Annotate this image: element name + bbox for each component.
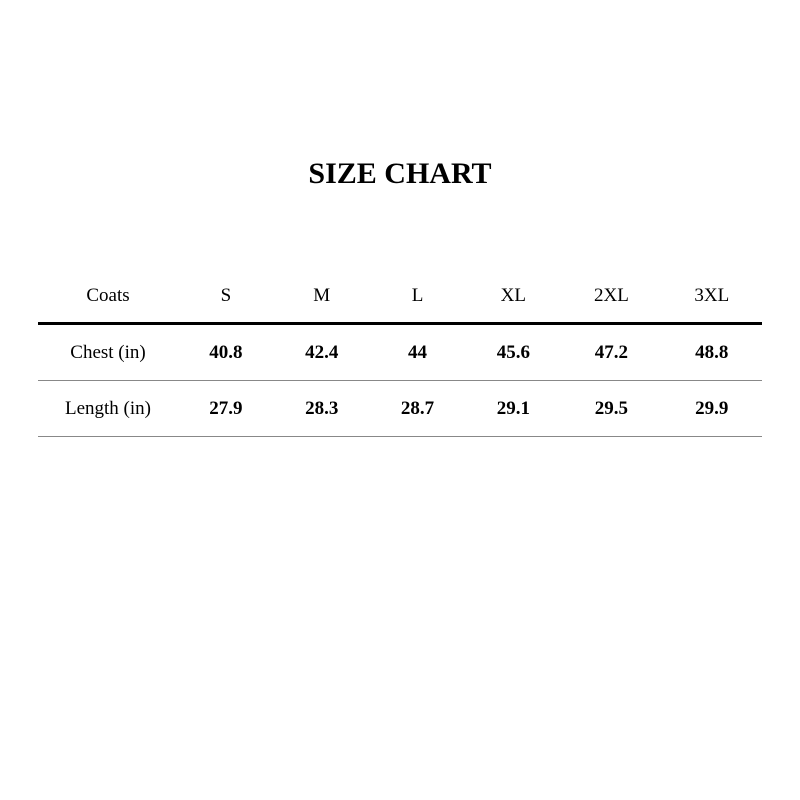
table-cell: 28.3 [273, 380, 370, 437]
table-cell: 27.9 [178, 380, 274, 437]
table-cell: 48.8 [661, 323, 762, 381]
table-row: Chest (in) 40.8 42.4 44 45.6 47.2 48.8 [38, 323, 762, 381]
column-header: 3XL [661, 270, 762, 325]
column-header: 2XL [561, 270, 662, 325]
table-cell: 45.6 [465, 323, 562, 381]
size-table: Coats S M L XL 2XL 3XL Chest (in) 40.8 4… [38, 270, 762, 437]
page-title: SIZE CHART [308, 157, 492, 190]
table-header-row: Coats S M L XL 2XL 3XL [38, 270, 762, 325]
table-cell: 29.9 [661, 380, 762, 437]
row-label: Chest (in) [38, 323, 178, 381]
column-header: XL [465, 270, 562, 325]
table-cell: 40.8 [178, 323, 274, 381]
table-cell: 28.7 [369, 380, 466, 437]
table-cell: 47.2 [561, 323, 662, 381]
table-row: Length (in) 27.9 28.3 28.7 29.1 29.5 29.… [38, 380, 762, 437]
table-cell: 29.1 [465, 380, 562, 437]
row-label: Length (in) [38, 380, 178, 437]
column-header: L [369, 270, 466, 325]
table-cell: 42.4 [273, 323, 370, 381]
table-cell: 44 [369, 323, 466, 381]
column-header: M [273, 270, 370, 325]
column-header: S [178, 270, 274, 325]
column-header: Coats [38, 270, 178, 325]
table-cell: 29.5 [561, 380, 662, 437]
